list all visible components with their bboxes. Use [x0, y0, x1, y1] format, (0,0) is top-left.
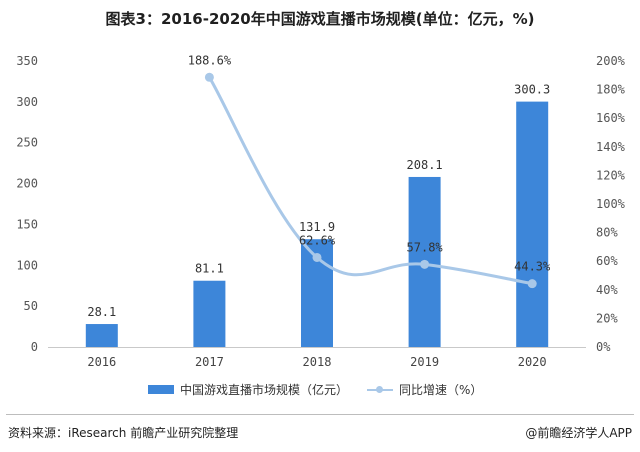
growth-value-label: 44.3% — [514, 260, 551, 274]
growth-point — [312, 252, 322, 262]
bar — [193, 280, 226, 347]
y-right-tick-label: 80% — [596, 226, 618, 240]
y-left-tick-label: 100 — [16, 258, 38, 272]
bar — [85, 324, 118, 347]
footer-divider — [6, 414, 634, 415]
legend-line-swatch — [367, 385, 393, 394]
growth-point — [420, 259, 430, 269]
x-tick-label: 2018 — [303, 355, 332, 369]
y-right-tick-label: 160% — [596, 111, 626, 125]
growth-value-label: 188.6% — [188, 53, 232, 67]
legend-bar-swatch — [148, 385, 174, 394]
growth-point — [527, 279, 537, 289]
bar-value-label: 131.9 — [299, 220, 335, 234]
y-left-tick-label: 200 — [16, 177, 38, 191]
y-right-tick-label: 60% — [596, 254, 618, 268]
bar-value-label: 300.3 — [514, 83, 550, 97]
y-right-tick-label: 100% — [596, 197, 626, 211]
legend-line-series: 同比增速（%） — [367, 381, 482, 398]
y-right-tick-label: 120% — [596, 168, 626, 182]
y-left-tick-label: 250 — [16, 136, 38, 150]
y-left-tick-label: 0 — [31, 340, 38, 354]
credit-note: @前瞻经济学人APP — [525, 426, 632, 440]
chart-title: 图表3：2016-2020年中国游戏直播市场规模(单位：亿元，%) — [105, 10, 535, 28]
y-right-tick-label: 20% — [596, 311, 618, 325]
y-right-tick-label: 40% — [596, 283, 618, 297]
x-tick-label: 2020 — [518, 355, 547, 369]
x-tick-label: 2016 — [87, 355, 116, 369]
x-tick-label: 2019 — [410, 355, 439, 369]
growth-value-label: 57.8% — [407, 240, 444, 254]
y-right-tick-label: 0% — [596, 340, 611, 354]
y-right-tick-label: 140% — [596, 140, 626, 154]
growth-point — [204, 72, 214, 82]
bar-value-label: 208.1 — [407, 158, 443, 172]
y-right-tick-label: 180% — [596, 83, 626, 97]
bar — [516, 101, 549, 347]
y-left-tick-label: 350 — [16, 54, 38, 68]
bar-value-label: 28.1 — [87, 305, 116, 319]
legend-bar-series: 中国游戏直播市场规模（亿元） — [148, 381, 348, 398]
growth-value-label: 62.6% — [299, 233, 336, 247]
bar-value-label: 81.1 — [195, 262, 224, 276]
y-left-tick-label: 150 — [16, 217, 38, 231]
growth-line — [207, 75, 534, 286]
y-right-tick-label: 200% — [596, 54, 626, 68]
legend-line-label: 同比增速（%） — [399, 383, 483, 397]
y-left-tick-label: 50 — [24, 299, 38, 313]
source-note: 资料来源：iResearch 前瞻产业研究院整理 — [8, 426, 239, 440]
x-tick-label: 2017 — [195, 355, 224, 369]
y-left-tick-label: 300 — [16, 95, 38, 109]
legend-bar-label: 中国游戏直播市场规模（亿元） — [180, 383, 349, 397]
